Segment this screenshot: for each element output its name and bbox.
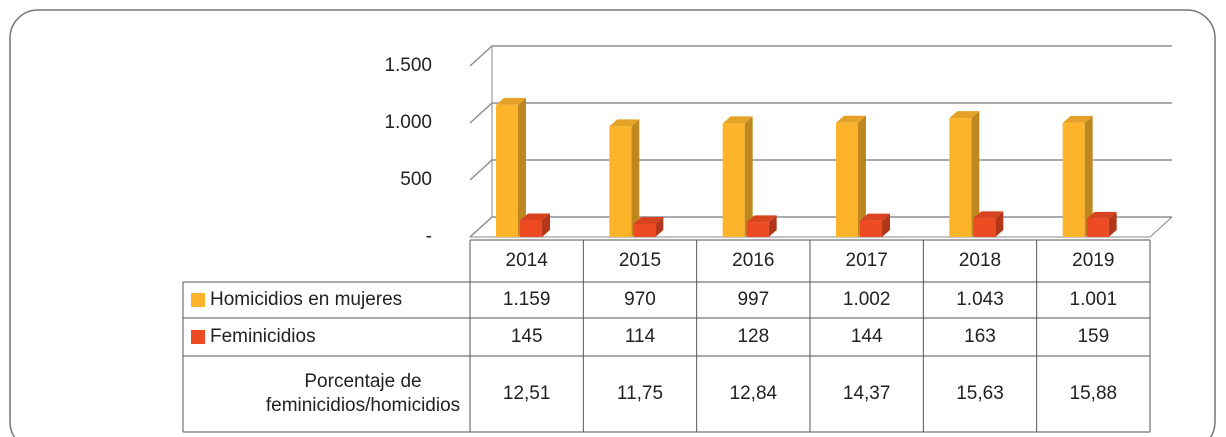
legend-label: Homicidios en mujeres xyxy=(210,289,403,310)
data-label: 128 xyxy=(737,326,770,347)
bar-face xyxy=(722,116,753,124)
grid-line xyxy=(469,159,1172,181)
bar-face xyxy=(860,213,890,221)
data-label: 12,84 xyxy=(729,383,778,404)
bar-face xyxy=(633,217,664,225)
bar-face xyxy=(520,213,550,221)
bar-face xyxy=(971,111,980,237)
x-tick-label: 2018 xyxy=(958,250,1002,271)
data-label: 14,37 xyxy=(842,383,891,404)
data-label: 12,51 xyxy=(502,383,551,404)
bar-face xyxy=(1062,122,1085,237)
bar-face xyxy=(995,211,1004,237)
bar-face xyxy=(949,118,972,237)
data-label: 1.001 xyxy=(1069,289,1118,310)
data-label: 997 xyxy=(737,289,770,310)
data-label: 144 xyxy=(850,326,883,347)
data-label: 15,88 xyxy=(1069,383,1118,404)
bar-face xyxy=(973,211,1004,219)
bar-face xyxy=(655,217,664,237)
bar-face xyxy=(973,218,996,237)
bar xyxy=(1086,211,1117,237)
y-tick-label: 1.500 xyxy=(384,55,432,76)
bar xyxy=(633,217,664,237)
data-label: 15,63 xyxy=(956,383,1004,404)
x-tick-label: 2016 xyxy=(732,250,775,271)
bar-face xyxy=(722,123,745,237)
bar-face xyxy=(1108,211,1117,237)
data-label: 1.002 xyxy=(842,289,891,310)
legend-label: Feminicidios xyxy=(210,326,316,347)
data-label: 159 xyxy=(1077,326,1110,347)
frame xyxy=(9,9,1216,437)
bar-face xyxy=(882,213,890,237)
bar xyxy=(1062,115,1093,237)
data-label: 114 xyxy=(624,326,656,347)
bar xyxy=(520,213,550,237)
x-tick-label: 2015 xyxy=(618,250,662,271)
y-tick-label: 500 xyxy=(400,169,432,190)
x-tick-label: 2019 xyxy=(1072,250,1115,271)
bar-face xyxy=(1086,218,1109,237)
bar-face xyxy=(836,115,866,123)
bar-face xyxy=(1086,211,1117,219)
bar-face xyxy=(746,215,777,223)
bar-face xyxy=(860,220,882,237)
bar xyxy=(722,116,753,237)
bar-face xyxy=(858,115,866,237)
bar xyxy=(746,215,777,237)
grid-line xyxy=(469,45,1172,67)
bar-face xyxy=(609,119,640,127)
floor xyxy=(470,216,1173,238)
legend-swatch xyxy=(191,330,205,344)
bar-face xyxy=(542,213,550,237)
bar-face xyxy=(836,122,858,237)
data-label: 1.043 xyxy=(956,289,1004,310)
data-label: 970 xyxy=(624,289,656,310)
bar xyxy=(973,211,1004,237)
grid-line xyxy=(469,216,1172,238)
data-label: 163 xyxy=(964,326,996,347)
bar-face xyxy=(633,224,656,237)
bar-face xyxy=(631,119,640,237)
bar-face xyxy=(609,126,632,237)
bar xyxy=(496,97,526,238)
bar-face xyxy=(518,97,526,238)
bar-face xyxy=(768,215,777,237)
row-label: Porcentaje de feminicidios/homicidios xyxy=(265,371,461,416)
y-tick-label: - xyxy=(426,226,432,247)
bar xyxy=(860,213,890,237)
bar-face xyxy=(1084,115,1093,237)
legend-swatch xyxy=(191,293,205,307)
bar-face xyxy=(744,116,753,237)
bar xyxy=(609,119,640,237)
data-label: 145 xyxy=(510,326,543,347)
grid-line xyxy=(469,102,1172,124)
bar-face xyxy=(1062,115,1093,123)
data-label: 1.159 xyxy=(502,289,551,310)
bar xyxy=(949,111,980,237)
bar-face xyxy=(949,111,980,119)
bar xyxy=(836,115,866,237)
bar-face xyxy=(496,97,526,105)
x-tick-label: 2014 xyxy=(505,250,548,271)
bar-face xyxy=(746,222,769,237)
x-tick-label: 2017 xyxy=(845,250,888,271)
bar-face xyxy=(496,104,518,238)
y-tick-label: 1.000 xyxy=(384,112,432,133)
data-label: 11,75 xyxy=(616,383,664,404)
bar-face xyxy=(520,220,542,237)
